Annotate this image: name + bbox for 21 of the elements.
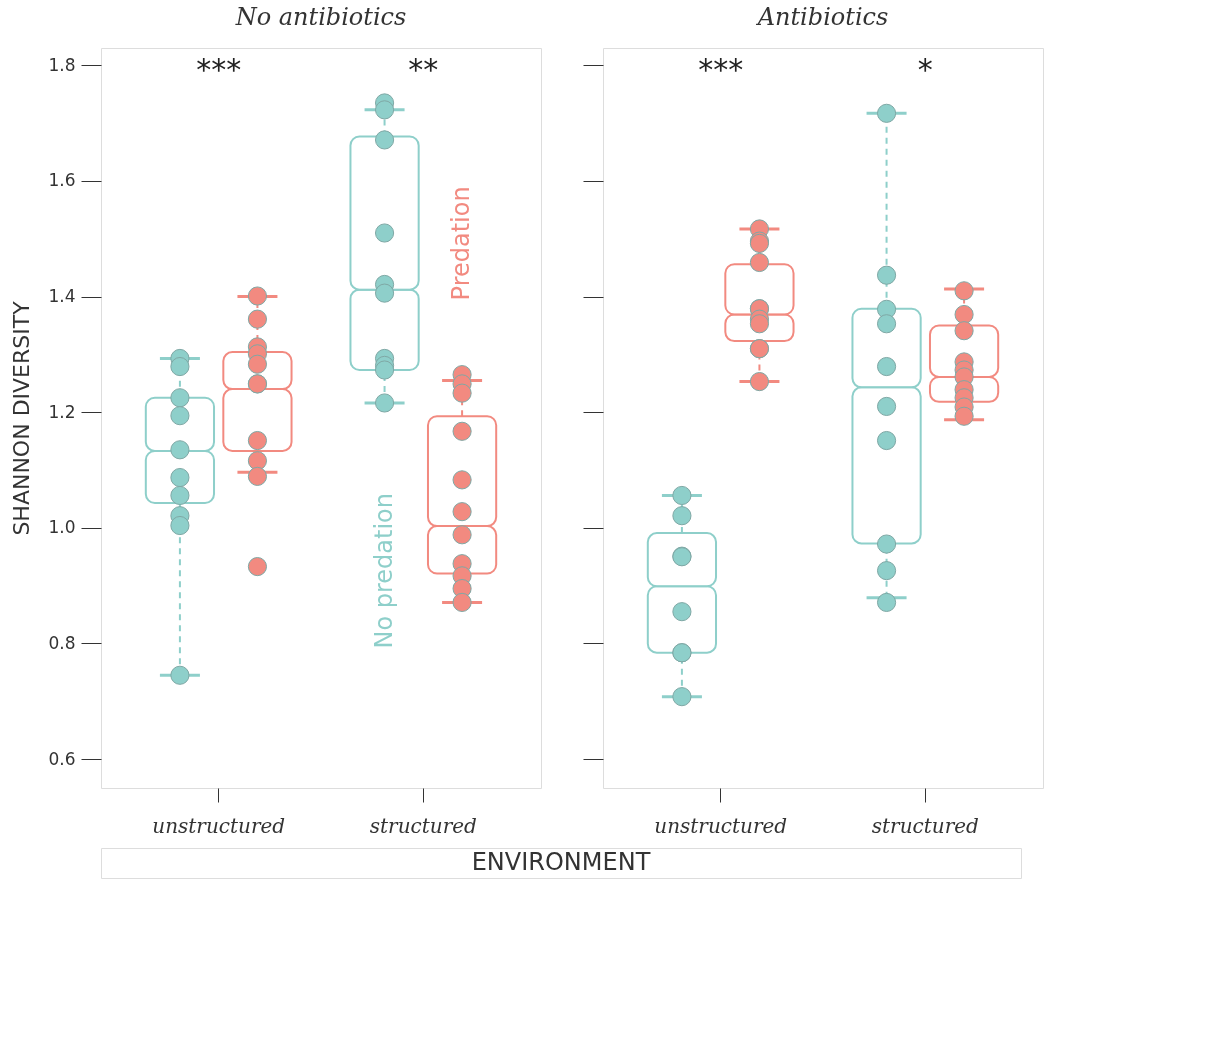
y-tick-label: 0.8 <box>48 632 76 653</box>
y-tick-label: 0.6 <box>48 748 76 769</box>
chart-title: No antibiotics <box>234 3 407 31</box>
y-tick-label: 1.4 <box>48 286 76 307</box>
annotation: *** <box>196 52 242 87</box>
x-tick-label: unstructured <box>654 813 788 838</box>
y-tick-label: 1.2 <box>48 401 76 422</box>
y-tick-label: 1.8 <box>48 54 76 75</box>
text: Predation <box>447 186 476 301</box>
annotation: * <box>917 52 933 87</box>
text: No predation <box>369 492 398 649</box>
x-tick-label: structured <box>871 813 979 838</box>
annotation: *** <box>698 52 744 87</box>
annotation: ** <box>408 52 439 87</box>
y-tick-label: 1.6 <box>48 170 76 191</box>
y-axis-title: SHANNON DIVERSITY <box>9 300 35 536</box>
chart-title: Antibiotics <box>755 3 889 31</box>
x-axis-title: ENVIRONMENT <box>471 848 651 876</box>
y-tick-label: 1.0 <box>48 517 76 538</box>
x-tick-label: structured <box>369 813 477 838</box>
x-tick-label: unstructured <box>152 813 286 838</box>
